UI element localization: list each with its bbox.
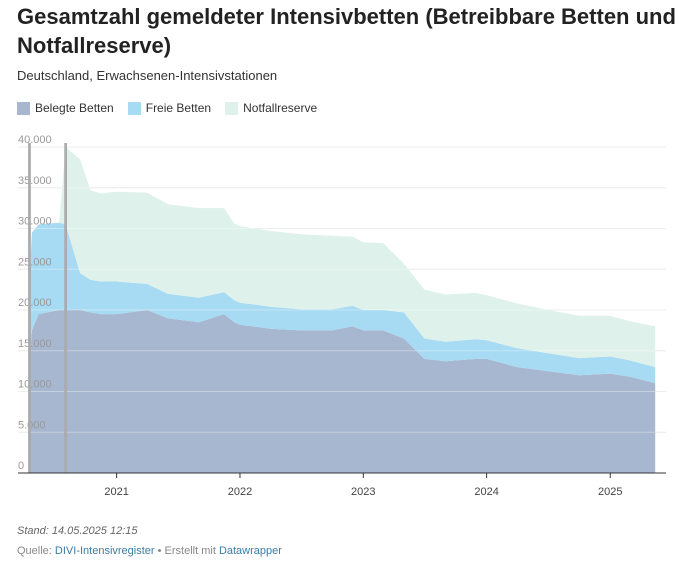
created-with-text: • Erstellt mit (154, 545, 219, 557)
y-tick-label: 20.000 (18, 297, 52, 309)
y-tick-label: 35.000 (18, 175, 52, 187)
source-line: Quelle: DIVI-Intensivregister • Erstellt… (17, 545, 282, 557)
y-tick-label: 30.000 (18, 216, 52, 228)
chart-title: Gesamtzahl gemeldeter Intensivbetten (Be… (17, 4, 676, 58)
legend-item-belegte-betten: Belegte Betten (17, 101, 114, 115)
chart-legend: Belegte Betten Freie Betten Notfallreser… (17, 101, 317, 115)
legend-label-freie-betten: Freie Betten (145, 101, 212, 115)
y-tick-label: 0 (18, 460, 24, 472)
x-tick-label: 2023 (351, 486, 375, 498)
legend-label-belegte-betten: Belegte Betten (35, 101, 114, 115)
y-tick-label: 10.000 (18, 379, 52, 391)
area-series-belegte-betten (28, 310, 656, 473)
x-tick-label: 2022 (228, 486, 252, 498)
stand-timestamp: Stand: 14.05.2025 12:15 (17, 525, 138, 537)
datawrapper-link[interactable]: Datawrapper (218, 545, 282, 557)
y-tick-label: 15.000 (18, 338, 52, 350)
source-prefix: Quelle: (17, 545, 55, 557)
legend-label-notfallreserve: Notfallreserve (243, 101, 318, 115)
x-tick-label: 2024 (474, 486, 498, 498)
area-series-freie-betten (28, 222, 656, 384)
legend-swatch-freie-betten (127, 101, 141, 115)
area-chart: 0 5.000 10.000 15.000 20.000 25.000 30.000 35.0… (18, 134, 666, 498)
legend-swatch-notfallreserve (225, 101, 239, 115)
legend-swatch-belegte-betten (17, 101, 30, 115)
chart-subtitle: Deutschland, Erwachsenen-Intensivstation… (17, 68, 278, 83)
legend-item-notfallreserve: Notfallreserve (225, 101, 317, 115)
y-tick-label: 40.000 (18, 134, 52, 146)
source-link-divi[interactable]: DIVI-Intensivregister (54, 545, 155, 557)
y-tick-label: 5.000 (18, 419, 46, 431)
x-tick-label: 2021 (104, 486, 128, 498)
legend-item-freie-betten: Freie Betten (127, 101, 212, 115)
y-tick-label: 25.000 (18, 256, 52, 268)
x-tick-label: 2025 (598, 486, 622, 498)
area-series-notfallreserve (28, 147, 656, 368)
